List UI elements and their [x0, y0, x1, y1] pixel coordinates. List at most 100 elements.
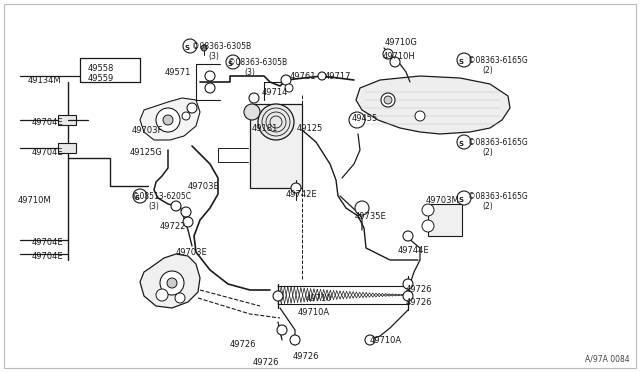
Circle shape	[205, 83, 215, 93]
Circle shape	[171, 201, 181, 211]
Text: S: S	[458, 141, 463, 147]
Text: 49125G: 49125G	[130, 148, 163, 157]
Circle shape	[457, 191, 471, 205]
Circle shape	[281, 75, 291, 85]
Text: 49571: 49571	[165, 68, 191, 77]
Text: 49726: 49726	[406, 298, 433, 307]
Text: 49558: 49558	[88, 64, 115, 73]
Text: 49704E: 49704E	[32, 238, 63, 247]
Circle shape	[244, 104, 260, 120]
Text: (3): (3)	[148, 202, 159, 211]
Text: 49704E: 49704E	[32, 148, 63, 157]
Circle shape	[415, 111, 425, 121]
Text: 49726: 49726	[293, 352, 319, 361]
Text: 49704E: 49704E	[32, 252, 63, 261]
Circle shape	[365, 335, 375, 345]
Text: (3): (3)	[244, 68, 255, 77]
Circle shape	[285, 84, 293, 92]
Text: (2): (2)	[482, 66, 493, 75]
Text: 49742E: 49742E	[286, 190, 317, 199]
Circle shape	[403, 291, 413, 301]
Circle shape	[182, 112, 190, 120]
Text: 49703E: 49703E	[176, 248, 208, 257]
Circle shape	[390, 57, 400, 67]
Circle shape	[201, 45, 207, 51]
Text: 49710M: 49710M	[18, 196, 52, 205]
Circle shape	[187, 103, 197, 113]
Text: 49722: 49722	[160, 222, 186, 231]
Circle shape	[457, 135, 471, 149]
Text: ©08363-6305B: ©08363-6305B	[192, 42, 251, 51]
Circle shape	[290, 335, 300, 345]
Circle shape	[403, 231, 413, 241]
Text: 49726: 49726	[406, 285, 433, 294]
Text: 49735E: 49735E	[355, 212, 387, 221]
Text: 49703E: 49703E	[188, 182, 220, 191]
Circle shape	[160, 271, 184, 295]
Circle shape	[381, 93, 395, 107]
Circle shape	[403, 279, 413, 289]
Polygon shape	[356, 76, 510, 134]
Text: S: S	[134, 195, 140, 201]
Text: ©08363-6305B: ©08363-6305B	[228, 58, 287, 67]
Bar	[428, 204, 462, 236]
Text: (2): (2)	[482, 148, 493, 157]
Circle shape	[383, 49, 393, 59]
Text: 49181: 49181	[252, 124, 278, 133]
Circle shape	[355, 201, 369, 215]
Circle shape	[273, 291, 283, 301]
Text: ©08363-6165G: ©08363-6165G	[468, 138, 528, 147]
Circle shape	[205, 71, 215, 81]
Circle shape	[291, 183, 301, 193]
Circle shape	[384, 96, 392, 104]
Text: 49710: 49710	[306, 294, 332, 303]
Circle shape	[156, 289, 168, 301]
Circle shape	[349, 112, 365, 128]
Text: 49710G: 49710G	[385, 38, 418, 47]
Text: A/97A 0084: A/97A 0084	[586, 355, 630, 364]
Circle shape	[181, 207, 191, 217]
Bar	[58, 143, 76, 153]
Text: 49714: 49714	[262, 88, 289, 97]
Circle shape	[249, 93, 259, 103]
Polygon shape	[140, 254, 200, 308]
Text: 49761: 49761	[290, 72, 317, 81]
Text: 49134M: 49134M	[28, 76, 61, 85]
Text: 49726: 49726	[253, 358, 280, 367]
Circle shape	[258, 104, 294, 140]
Text: 49710A: 49710A	[370, 336, 402, 345]
Text: ©08363-6165G: ©08363-6165G	[468, 192, 528, 201]
Text: 49125: 49125	[297, 124, 323, 133]
Text: 49710A: 49710A	[298, 308, 330, 317]
Text: (2): (2)	[482, 202, 493, 211]
Text: S: S	[458, 196, 463, 202]
Text: S: S	[184, 45, 189, 51]
Text: ©08363-6165G: ©08363-6165G	[468, 56, 528, 65]
Circle shape	[277, 325, 287, 335]
Text: 49710H: 49710H	[383, 52, 416, 61]
Text: 49704E: 49704E	[32, 118, 63, 127]
Bar	[250, 104, 302, 188]
Circle shape	[167, 278, 177, 288]
Circle shape	[457, 53, 471, 67]
Circle shape	[422, 220, 434, 232]
Text: S: S	[458, 58, 463, 64]
Circle shape	[163, 115, 173, 125]
Text: 49744E: 49744E	[398, 246, 429, 255]
Circle shape	[133, 189, 147, 203]
Text: ©08513-6205C: ©08513-6205C	[132, 192, 191, 201]
Circle shape	[318, 72, 326, 80]
Circle shape	[183, 39, 197, 53]
Text: 49726: 49726	[230, 340, 257, 349]
Text: 49703F: 49703F	[132, 126, 163, 135]
Text: (3): (3)	[208, 52, 219, 61]
Text: 49455: 49455	[352, 114, 378, 123]
Circle shape	[156, 108, 180, 132]
Text: 49703M: 49703M	[426, 196, 460, 205]
Circle shape	[226, 55, 240, 69]
Circle shape	[175, 293, 185, 303]
Polygon shape	[140, 98, 200, 140]
Text: S: S	[227, 61, 232, 67]
Text: 49559: 49559	[88, 74, 115, 83]
Circle shape	[422, 204, 434, 216]
